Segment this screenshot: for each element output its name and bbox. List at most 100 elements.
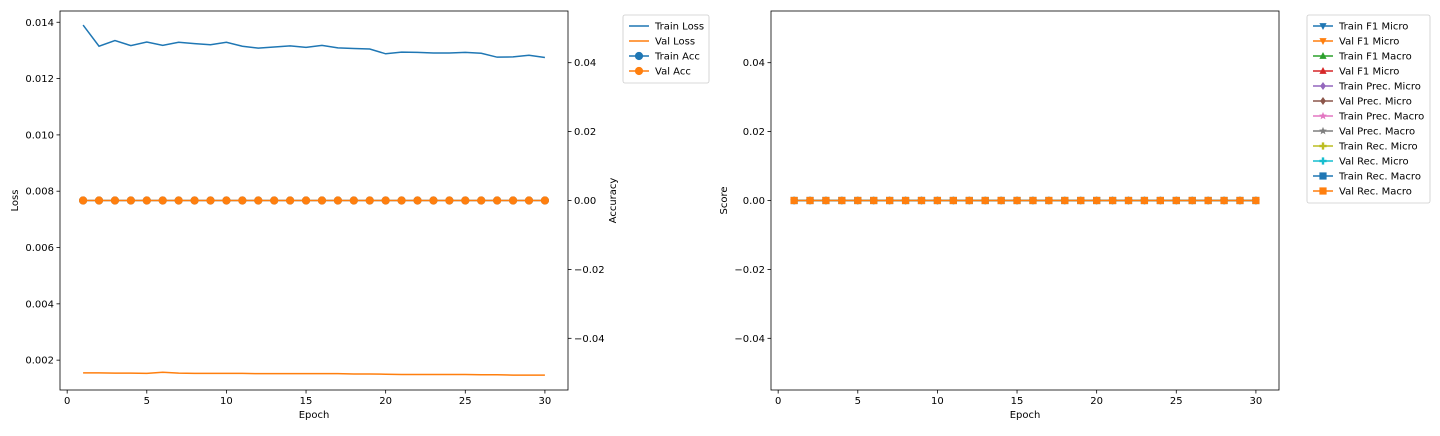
legend-entry: Train F1 Micro <box>1313 22 1408 33</box>
y-tick-label: 0.004 <box>25 299 54 310</box>
series-line <box>82 24 546 59</box>
data-point <box>317 196 327 205</box>
data-point <box>206 196 215 205</box>
x-axis-label: Epoch <box>1010 410 1041 421</box>
legend-marker <box>1319 111 1327 120</box>
legend-entry: Val Prec. Macro <box>1313 127 1415 138</box>
legend-marker <box>634 51 644 61</box>
legend-entry: Train F1 Macro <box>1313 52 1412 63</box>
x-tick-label: 20 <box>1090 396 1103 407</box>
data-point <box>270 196 279 205</box>
legend-label: Val Acc <box>655 67 691 78</box>
data-point <box>158 196 167 205</box>
data-point <box>461 196 470 205</box>
x-tick-label: 5 <box>855 396 861 407</box>
data-point <box>1108 196 1117 205</box>
x-tick-label: 10 <box>220 396 233 407</box>
data-point <box>1156 196 1164 205</box>
data-point <box>1045 196 1053 205</box>
legend-label: Train F1 Macro <box>1338 52 1412 63</box>
legend-marker <box>1319 157 1327 165</box>
x-axis-label: Epoch <box>299 410 330 421</box>
x-tick-label: 0 <box>775 396 781 407</box>
y2-tick-label: −0.02 <box>574 265 605 276</box>
data-point <box>1252 196 1260 205</box>
legend-label: Train Prec. Micro <box>1338 82 1421 93</box>
x-tick-label: 15 <box>300 396 313 407</box>
legend-marker <box>1319 126 1327 135</box>
data-point <box>78 196 88 205</box>
y-tick-label: 0.006 <box>25 243 54 254</box>
data-point <box>349 196 358 205</box>
data-point <box>790 196 798 205</box>
y-tick-label: 0.04 <box>743 58 765 69</box>
data-point <box>997 196 1005 205</box>
data-point <box>397 196 406 205</box>
data-point <box>126 196 135 205</box>
y-tick-label: 0.010 <box>25 130 54 141</box>
data-point <box>286 196 295 205</box>
data-point <box>806 196 814 205</box>
x-tick-label: 10 <box>931 396 944 407</box>
y-axis-label: Loss <box>10 190 21 212</box>
data-point <box>838 196 846 205</box>
legend-label: Val Loss <box>655 37 695 48</box>
legend-label: Train F1 Micro <box>1338 22 1408 33</box>
legend-label: Train Prec. Macro <box>1338 112 1424 123</box>
data-point <box>1029 196 1037 205</box>
data-point <box>933 196 942 205</box>
legend-entry: Val Prec. Micro <box>1313 97 1412 108</box>
data-point <box>493 196 502 205</box>
data-point <box>445 196 454 205</box>
legend-box <box>1306 14 1431 204</box>
data-point <box>1013 196 1021 205</box>
data-point <box>238 196 247 205</box>
x-tick-label: 25 <box>459 396 472 407</box>
legend-box <box>622 14 710 84</box>
legend-marker <box>1320 97 1326 105</box>
data-point <box>1140 196 1149 205</box>
data-point <box>190 196 199 205</box>
data-point <box>917 196 926 205</box>
y2-tick-label: 0.02 <box>574 127 596 138</box>
data-point <box>174 196 183 205</box>
x-tick-label: 30 <box>539 396 552 407</box>
legend-marker <box>1319 38 1327 45</box>
data-point <box>1188 196 1196 205</box>
data-point <box>886 196 894 205</box>
x-tick-label: 20 <box>379 396 392 407</box>
legend-marker <box>634 66 644 76</box>
legend-marker <box>1319 23 1327 30</box>
legend-marker <box>1319 187 1327 195</box>
legend-label: Train Rec. Micro <box>1338 142 1418 153</box>
x-tick-label: 25 <box>1170 396 1183 407</box>
legend-marker <box>1319 67 1327 74</box>
legend-entry: Val Rec. Micro <box>1313 157 1409 168</box>
legend-entry: Train Loss <box>629 22 704 33</box>
data-point <box>1061 196 1069 205</box>
y2-tick-label: 0.04 <box>574 58 596 69</box>
data-point <box>508 196 518 205</box>
legend: Train Loss Val Loss Train Acc Val Acc <box>622 14 710 84</box>
data-point <box>142 196 151 205</box>
loss-accuracy-chart: 0 5 10 15 20 25 30 Epoch 0.002 0.004 0.006 0.008 0.0… <box>10 10 710 421</box>
legend-entry: Train Prec. Macro <box>1313 112 1424 123</box>
legend-label: Val Prec. Macro <box>1339 127 1415 138</box>
series-val-acc <box>78 196 550 205</box>
legend-label: Val F1 Micro <box>1339 37 1399 48</box>
legend-entry: Train Rec. Micro <box>1313 142 1418 153</box>
y-tick-label: −0.02 <box>734 265 765 276</box>
legend-entry: Val F1 Micro <box>1313 37 1399 48</box>
data-point <box>413 196 422 205</box>
y-tick-label: 0.014 <box>25 18 54 29</box>
x-tick-label: 15 <box>1011 396 1024 407</box>
series-train-loss <box>82 24 546 59</box>
series-line <box>83 371 545 376</box>
legend-entry: Train Acc <box>629 52 700 63</box>
legend-entry: Train Rec. Macro <box>1313 172 1421 183</box>
data-point <box>901 196 910 205</box>
data-point <box>981 196 989 205</box>
series-val-rec-macro <box>790 196 1260 205</box>
data-point <box>1093 196 1101 205</box>
